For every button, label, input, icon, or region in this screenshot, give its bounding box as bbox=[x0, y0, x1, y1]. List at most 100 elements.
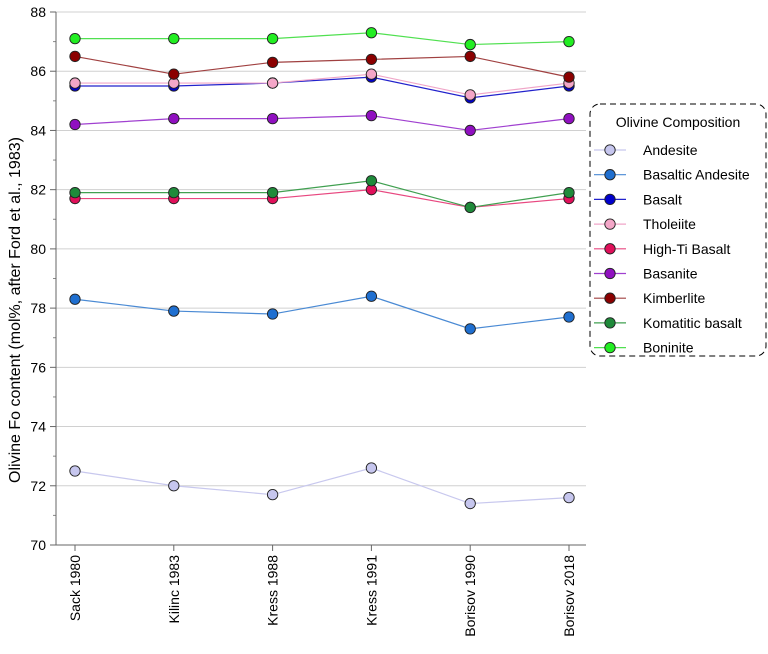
series-line bbox=[75, 180, 570, 209]
legend-item: Komatitic basalt bbox=[594, 315, 742, 331]
x-tick-label: Kress 1991 bbox=[363, 555, 379, 626]
series-line bbox=[75, 189, 570, 209]
series-andesite bbox=[69, 462, 575, 510]
series-high-ti-basalt bbox=[69, 184, 575, 214]
data-point bbox=[563, 311, 575, 323]
data-point bbox=[365, 109, 378, 122]
series-boninite bbox=[69, 27, 575, 51]
data-point bbox=[168, 305, 180, 317]
data-point bbox=[69, 33, 81, 45]
legend-box bbox=[589, 103, 767, 357]
y-axis-title: Olivine Fo content (mol%, after Ford et … bbox=[7, 137, 24, 483]
legend-label: Basanite bbox=[643, 266, 698, 282]
data-point bbox=[365, 462, 378, 474]
y-tick-label: 74 bbox=[30, 419, 46, 435]
data-point bbox=[464, 89, 476, 101]
data-point bbox=[464, 323, 476, 335]
y-tick-label: 86 bbox=[30, 63, 46, 79]
data-point bbox=[69, 186, 81, 199]
data-point bbox=[266, 489, 279, 501]
y-tick-label: 88 bbox=[30, 4, 46, 20]
data-point bbox=[168, 112, 180, 125]
series-line bbox=[75, 76, 570, 99]
data-point bbox=[69, 118, 81, 131]
series-line bbox=[74, 295, 570, 330]
data-point bbox=[168, 186, 180, 199]
data-point bbox=[464, 124, 476, 137]
y-tick-label: 72 bbox=[30, 478, 46, 494]
legend-marker bbox=[604, 267, 616, 280]
series-line bbox=[74, 115, 570, 132]
data-point bbox=[266, 77, 279, 89]
series-tholeiite bbox=[69, 68, 575, 101]
data-point bbox=[168, 33, 180, 45]
legend-marker bbox=[604, 341, 616, 354]
x-tick-label: Kilinc 1983 bbox=[166, 555, 182, 624]
legend-item: Andesite bbox=[594, 142, 698, 158]
legend: Olivine Composition Andesite Basaltic And… bbox=[589, 103, 767, 357]
series-line bbox=[74, 55, 570, 78]
data-point bbox=[266, 56, 279, 68]
legend-marker bbox=[604, 218, 616, 230]
y-tick-label: 80 bbox=[30, 241, 46, 257]
legend-label: Tholeiite bbox=[643, 216, 696, 232]
data-point bbox=[266, 112, 279, 125]
series-line bbox=[75, 32, 570, 46]
legend-title: Olivine Composition bbox=[616, 114, 741, 130]
legend-label: Komatitic basalt bbox=[643, 315, 742, 331]
y-axis: 70 72 74 76 78 80 82 84 86 88 bbox=[30, 4, 57, 553]
data-point bbox=[563, 491, 575, 504]
x-tick-label: Borisov 2018 bbox=[561, 555, 577, 637]
x-tick-label: Sack 1980 bbox=[67, 555, 83, 621]
legend-marker bbox=[604, 193, 616, 206]
legend-label: Andesite bbox=[643, 142, 698, 158]
y-tick-label: 70 bbox=[30, 537, 46, 553]
data-point bbox=[266, 186, 279, 199]
x-tick-label: Kress 1988 bbox=[265, 555, 281, 626]
y-tick-label: 78 bbox=[30, 300, 46, 316]
legend-marker bbox=[604, 169, 616, 181]
y-tick-label: 76 bbox=[30, 359, 46, 375]
data-point bbox=[464, 38, 476, 51]
legend-item: Basaltic Andesite bbox=[594, 167, 750, 183]
legend-item: Basalt bbox=[594, 191, 682, 207]
data-point bbox=[464, 201, 476, 214]
x-axis: Sack 1980 Kilinc 1983 Kress 1988 Kress 1991… bbox=[56, 544, 586, 637]
series-basaltic-andesite bbox=[69, 290, 575, 335]
legend-item: Kimberlite bbox=[594, 290, 705, 306]
series-group bbox=[69, 27, 575, 510]
data-point bbox=[69, 293, 81, 305]
series-komatitic-basalt bbox=[69, 175, 575, 214]
legend-items: Andesite Basaltic Andesite Basalt Tholeiite… bbox=[594, 142, 750, 356]
data-point bbox=[69, 77, 81, 89]
legend-item: Basanite bbox=[594, 266, 698, 282]
data-point bbox=[563, 186, 575, 199]
data-point bbox=[563, 35, 575, 48]
legend-item: Tholeiite bbox=[594, 216, 696, 232]
data-point bbox=[365, 53, 378, 66]
data-point bbox=[464, 497, 476, 510]
data-point bbox=[69, 50, 81, 63]
data-point bbox=[365, 68, 378, 80]
legend-label: Basalt bbox=[643, 191, 682, 207]
legend-item: High-Ti Basalt bbox=[594, 241, 731, 257]
data-point bbox=[168, 68, 180, 80]
legend-label: Basaltic Andesite bbox=[643, 167, 750, 183]
data-point bbox=[69, 465, 81, 477]
legend-marker bbox=[604, 144, 616, 156]
legend-marker bbox=[604, 243, 616, 255]
series-line bbox=[74, 467, 570, 505]
series-line bbox=[75, 73, 570, 96]
legend-label: Boninite bbox=[643, 340, 694, 356]
x-tick-label: Borisov 1990 bbox=[462, 555, 478, 637]
legend-label: Kimberlite bbox=[643, 290, 705, 306]
data-point bbox=[563, 112, 575, 125]
data-point bbox=[266, 33, 279, 45]
legend-marker bbox=[604, 317, 616, 329]
data-point bbox=[168, 480, 180, 492]
legend-label: High-Ti Basalt bbox=[643, 241, 731, 257]
data-point bbox=[464, 50, 476, 63]
series-basanite bbox=[69, 109, 575, 137]
y-tick-label: 82 bbox=[30, 182, 46, 198]
